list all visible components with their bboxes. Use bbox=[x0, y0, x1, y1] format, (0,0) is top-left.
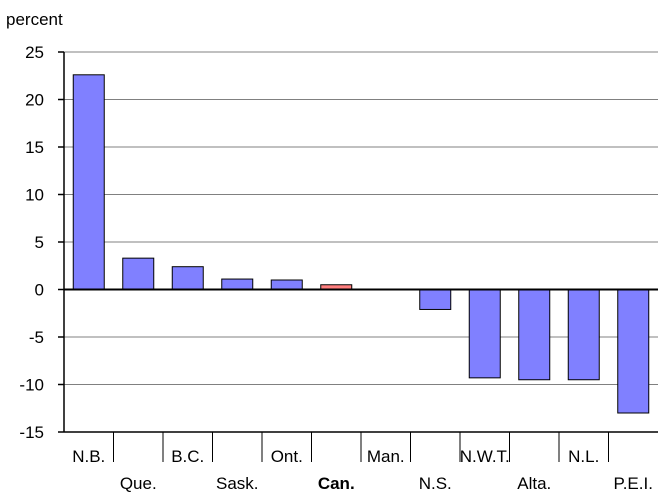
x-tick-label: N.B. bbox=[72, 447, 105, 466]
bar-ns bbox=[419, 289, 452, 310]
y-tick-label: 25 bbox=[25, 43, 44, 62]
x-tick-label: N.W.T. bbox=[460, 447, 510, 466]
x-tick-label: Alta. bbox=[517, 474, 551, 493]
grid-lines bbox=[64, 51, 658, 433]
x-tick-label: Ont. bbox=[271, 447, 303, 466]
bar-nl bbox=[567, 289, 600, 381]
x-tick-label: B.C. bbox=[171, 447, 204, 466]
bar-que bbox=[122, 257, 155, 290]
y-axis-label: percent bbox=[6, 10, 63, 29]
bars bbox=[72, 74, 650, 414]
y-tick-labels: 25 20 15 10 5 0 -5 -10 -15 bbox=[19, 43, 44, 442]
bar-ont bbox=[270, 279, 303, 290]
x-tick-label: Man. bbox=[367, 447, 405, 466]
y-tick-label: 15 bbox=[25, 138, 44, 157]
x-tick-labels: N.B. Que. B.C. Sask. Ont. Can. Man. N.S. N.W.T. A… bbox=[72, 447, 653, 493]
y-tick-label: 10 bbox=[25, 186, 44, 205]
y-tick-label: -15 bbox=[19, 423, 44, 442]
bar-alta bbox=[518, 289, 551, 381]
bar-nwt bbox=[468, 289, 501, 379]
y-tick-label: -5 bbox=[29, 328, 44, 347]
y-tick-label: 5 bbox=[35, 233, 44, 252]
bar-sask bbox=[221, 278, 254, 290]
y-tick-label: 20 bbox=[25, 91, 44, 110]
x-tick-label: N.L. bbox=[568, 447, 599, 466]
bar-pei bbox=[617, 289, 650, 414]
bar-bc bbox=[171, 266, 204, 291]
bar-nb bbox=[72, 74, 105, 290]
x-tick-label: N.S. bbox=[419, 474, 452, 493]
axes bbox=[58, 51, 658, 462]
y-tick-label: -10 bbox=[19, 376, 44, 395]
y-tick-label: 0 bbox=[35, 281, 44, 300]
x-tick-label: Que. bbox=[120, 474, 157, 493]
x-tick-label: P.E.I. bbox=[614, 474, 653, 493]
x-tick-label: Can. bbox=[318, 474, 355, 493]
x-tick-label: Sask. bbox=[216, 474, 259, 493]
